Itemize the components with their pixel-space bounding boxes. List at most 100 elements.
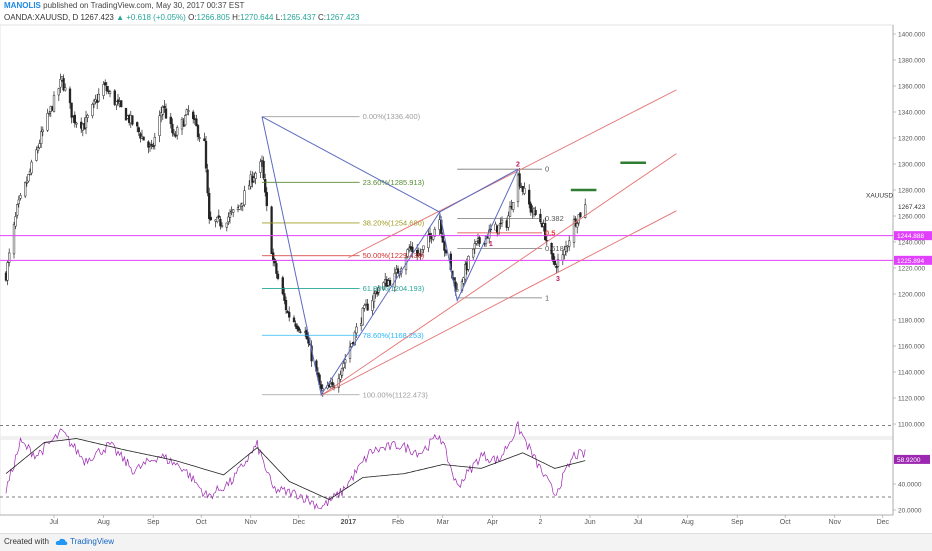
fib-level-label: 61.80%(1204.193) (363, 284, 425, 293)
candle-body (102, 84, 105, 96)
candle-body (172, 133, 176, 135)
y-tick-label: 1320.000 (898, 136, 925, 143)
candle-body (184, 115, 187, 126)
candle-body (555, 266, 558, 268)
candle-body (152, 145, 155, 148)
candle-body (428, 233, 432, 237)
candle-body (500, 219, 504, 224)
author-name[interactable]: MANOLIS (4, 1, 41, 10)
x-tick-label: Jul (634, 519, 643, 526)
tradingview-brand[interactable]: TradingView (70, 537, 115, 546)
candle-body (353, 331, 356, 346)
pattern-line (439, 168, 519, 213)
candle-body (64, 87, 67, 91)
wave-label: 2 (516, 162, 520, 169)
candle-body (27, 174, 30, 182)
candle-body (427, 234, 430, 249)
candle-body (219, 218, 222, 227)
candle-body (576, 223, 579, 228)
candle-body (339, 374, 342, 380)
candle-body (396, 268, 400, 274)
channel-middle-line (320, 153, 677, 396)
candle-body (195, 118, 198, 127)
candle-body (217, 215, 220, 218)
x-tick-label: Feb (392, 519, 404, 526)
candle-body (265, 192, 268, 207)
fib2-level-label: 0.618 (545, 244, 564, 253)
pattern-line (261, 116, 440, 213)
candle-body (350, 343, 353, 347)
candle-body (108, 91, 112, 94)
candle-body (254, 172, 257, 179)
candle-body (91, 104, 94, 117)
candle-body (320, 384, 323, 390)
fib-level-label: 38.20%(1254.680) (363, 218, 425, 227)
candle-body (75, 122, 78, 125)
candle-body (116, 99, 120, 102)
candle-body (19, 195, 22, 199)
candle-body (262, 160, 265, 179)
candle-body (52, 95, 56, 112)
y-tick-label: 1200.000 (898, 292, 925, 299)
x-tick-label: Aug (681, 519, 694, 526)
rsi-value-label: 58.9200 (897, 457, 921, 464)
last-price: 1267.423 (80, 13, 114, 22)
candle-body (97, 93, 100, 102)
price-chart[interactable]: 1400.0001380.0001360.0001340.0001320.000… (0, 0, 932, 533)
candle-body (275, 263, 278, 274)
candle-body (444, 249, 448, 254)
candle-body (131, 115, 134, 125)
candle-body (420, 249, 424, 256)
x-tick-label: Apr (487, 519, 499, 526)
rsi-tick-label: 40.0000 (898, 482, 922, 489)
candle-body (544, 223, 547, 241)
candle-body (344, 359, 347, 364)
close-value: 1267.423 (326, 13, 360, 22)
low-value: 1265.437 (282, 13, 316, 22)
y-tick-label: 1240.000 (898, 240, 925, 247)
candle-body (6, 262, 9, 281)
candle-body (25, 182, 28, 184)
candle-body (568, 240, 571, 247)
x-tick-label: 2017 (341, 519, 357, 526)
candle-body (355, 326, 358, 334)
last-price-label: 1267.423 (898, 204, 925, 211)
y-tick-label: 1280.000 (898, 188, 925, 195)
candle-body (372, 293, 376, 302)
candle-body (473, 243, 476, 249)
footer: Created with TradingView (0, 533, 932, 551)
rsi-line (5, 420, 586, 511)
y-tick-label: 1100.000 (898, 422, 925, 429)
level-price-badge (894, 255, 932, 265)
fib-level-label: 78.60%(1168.253) (363, 331, 425, 340)
rsi-tick-label: 20.0000 (898, 508, 922, 515)
fib-level-label: 0.00%(1336.400) (363, 112, 421, 121)
cloud-icon (55, 538, 68, 545)
fib-level-label: 100.00%(1122.473) (363, 390, 429, 399)
candle-body (433, 228, 436, 237)
candle-body (164, 108, 168, 119)
candle-body (572, 219, 576, 243)
candle-body (147, 141, 150, 148)
candle-body (318, 374, 321, 385)
candle-body (292, 317, 296, 323)
candle-body (472, 248, 475, 258)
candle-body (124, 108, 128, 121)
candle-body (441, 234, 444, 243)
candle-body (137, 127, 140, 133)
candle-body (96, 99, 99, 103)
candle-body (187, 110, 190, 112)
level-price-label: 1225.894 (897, 258, 924, 265)
candle-body (478, 237, 481, 244)
candle-body (260, 160, 264, 162)
candle-body (176, 127, 179, 136)
candle-body (340, 368, 344, 376)
candle-body (361, 307, 364, 326)
candle-body (342, 363, 345, 369)
candle-body (185, 109, 188, 115)
candle-body (475, 241, 478, 244)
candle-body (406, 249, 409, 257)
candle-body (467, 255, 470, 270)
candle-body (248, 185, 251, 190)
candle-body (192, 111, 195, 120)
